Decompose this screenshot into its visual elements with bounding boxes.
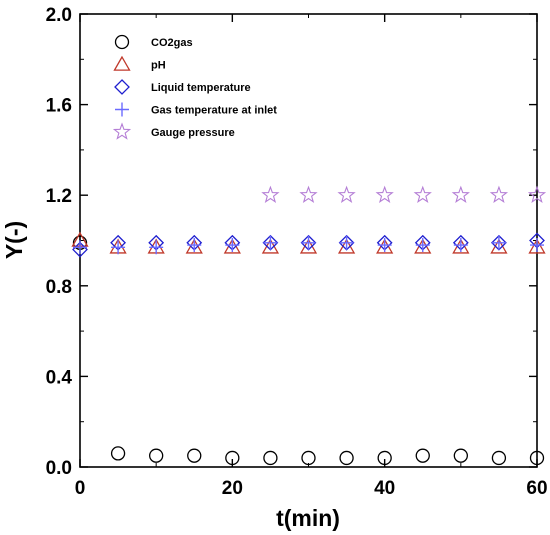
x-axis-title: t(min) [276, 505, 340, 531]
x-tick-label: 40 [374, 478, 395, 499]
legend: CO2gas pH Liquid temperature Gas temperatur… [112, 34, 277, 140]
y-tick-label: 1.2 [46, 186, 72, 207]
data-points [71, 185, 547, 466]
legend-marker [113, 55, 131, 71]
data-point [299, 185, 318, 203]
x-tick-label: 60 [526, 478, 547, 499]
legend-marker [115, 102, 129, 117]
y-tick-label: 0.0 [46, 458, 72, 479]
data-point [528, 238, 546, 254]
legend-label: Gas temperature at inlet [151, 105, 277, 117]
data-point [73, 240, 87, 255]
data-point [529, 450, 545, 466]
data-point [527, 185, 547, 203]
data-point [301, 235, 316, 250]
x-tick-label: 20 [222, 478, 243, 499]
legend-label: Liquid temperature [151, 82, 251, 94]
data-point [187, 448, 202, 463]
data-point [263, 450, 278, 466]
legend-marker [114, 79, 130, 95]
data-point [263, 235, 278, 250]
legend-marker [112, 122, 132, 140]
x-tick-label: 0 [75, 478, 86, 499]
y-tick-label: 0.4 [46, 367, 73, 388]
data-point [453, 448, 468, 463]
data-point [415, 448, 430, 463]
data-point [301, 450, 316, 466]
data-point [451, 185, 470, 203]
data-point [489, 185, 509, 203]
data-point [491, 235, 506, 250]
axis-ticks: 0 20 40 60 0.0 0.4 0.8 1.2 1.6 2.0 [46, 5, 548, 499]
data-point [225, 238, 240, 253]
y-axis-title: Y(-) [1, 221, 27, 259]
data-point [111, 240, 126, 255]
data-point [453, 238, 468, 253]
legend-marker [114, 34, 130, 50]
y-tick-label: 2.0 [46, 5, 72, 26]
data-point [187, 238, 202, 253]
legend-label: CO2gas [151, 37, 193, 49]
data-point [339, 235, 354, 250]
data-point [377, 238, 392, 253]
data-point [530, 238, 544, 253]
data-point [110, 446, 126, 461]
legend-label: Gauge pressure [151, 127, 235, 139]
data-point [415, 238, 430, 253]
y-tick-label: 0.8 [46, 277, 72, 298]
legend-label: pH [151, 60, 166, 72]
data-point [149, 240, 164, 255]
data-point [491, 450, 507, 466]
data-point [149, 448, 164, 463]
data-point [377, 450, 392, 466]
data-point [261, 185, 280, 203]
data-point [225, 450, 240, 466]
data-point [413, 185, 432, 203]
data-point [375, 185, 394, 203]
data-point [337, 185, 356, 203]
y-tick-label: 1.6 [46, 96, 72, 117]
data-point [339, 450, 354, 466]
